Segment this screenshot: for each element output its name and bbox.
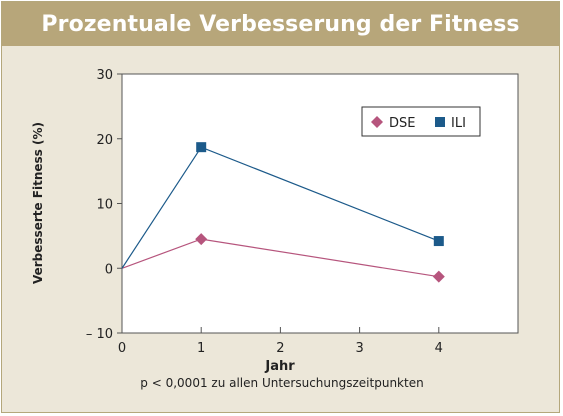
chart-title: Prozentuale Verbesserung der Fitness	[41, 11, 520, 37]
y-tick-label: 20	[96, 133, 113, 148]
x-axis-label: Jahr	[264, 359, 295, 374]
y-tick-label: 10	[96, 198, 113, 213]
y-tick-label: 30	[96, 68, 113, 83]
title-bar: Prozentuale Verbesserung der Fitness	[2, 2, 559, 46]
x-tick-label: 3	[355, 341, 363, 356]
data-point-ili	[433, 236, 444, 247]
y-axis-label: Verbesserte Fitness (%)	[31, 122, 45, 284]
y-tick-label: – 10	[86, 327, 113, 342]
x-tick-label: 0	[118, 341, 126, 356]
x-tick-label: 1	[197, 341, 205, 356]
x-tick-label: 4	[435, 341, 443, 356]
data-point-ili	[196, 142, 207, 153]
legend-dse-marker	[371, 116, 383, 128]
legend-ili-label: ILI	[451, 116, 466, 131]
legend: DSE ILI	[361, 106, 481, 137]
data-point-dse	[195, 233, 208, 246]
data-point-dse	[432, 270, 445, 283]
series-markers	[195, 142, 445, 283]
legend-ili-marker	[435, 117, 445, 127]
x-tick-label: 2	[276, 341, 284, 356]
y-tick-label: 0	[105, 262, 113, 277]
significance-note: p < 0,0001 zu allen Untersuchungszeitpun…	[140, 376, 423, 390]
axis-ticks: 0 1 2 3 4 30 20 10 0 – 10	[86, 68, 443, 356]
legend-dse-label: DSE	[389, 116, 415, 131]
